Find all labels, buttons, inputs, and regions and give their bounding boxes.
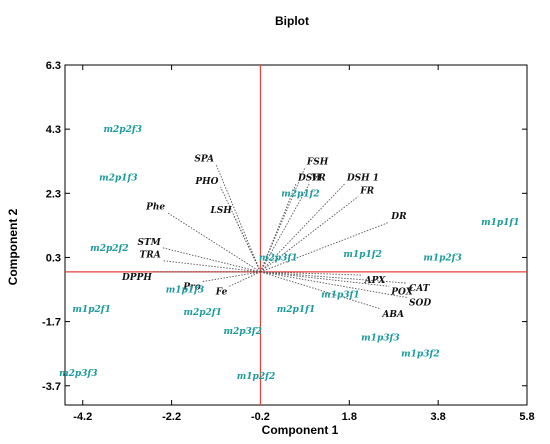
y-tick-label: 2.3 [46, 188, 61, 200]
y-tick-label: -3.7 [42, 381, 61, 393]
observation-label: m1p1f1 [481, 218, 519, 228]
observation-label: m1p1f2 [343, 250, 381, 260]
variable-label: Phe [145, 203, 165, 213]
observation-label: m2p2f3 [104, 125, 142, 135]
variable-label: STM [138, 238, 162, 248]
observation-label: m1p3f1 [321, 290, 359, 300]
x-axis-title: Component 1 [262, 423, 339, 437]
x-tick-label: -4.2 [73, 411, 92, 423]
observation-label: m2p2f1 [183, 308, 221, 318]
y-tick-label: -1.7 [42, 317, 61, 329]
variable-label: LSH [209, 206, 232, 216]
observation-label: m1p3f3 [361, 334, 399, 344]
variable-label: DPPH [121, 273, 152, 283]
chart-title: Biplot [275, 14, 309, 28]
y-axis-title: Component 2 [6, 208, 20, 285]
variable-label: Pro [182, 283, 201, 293]
vector-dsh-1 [260, 183, 346, 273]
vector-apx [260, 271, 363, 276]
variable-label: SPA [194, 154, 214, 164]
observation-label: m2p2f2 [90, 244, 128, 254]
observation-label: m1p3f2 [401, 350, 439, 360]
observation-label: m2p1f2 [281, 189, 319, 199]
variable-label: TRA [140, 251, 161, 261]
vector-fr [260, 196, 359, 273]
observation-label: m1p2f1 [72, 305, 110, 315]
y-tick-label: 0.3 [46, 252, 61, 264]
vector-lsh [233, 215, 261, 273]
observation-label: m1p1f3 [166, 286, 204, 296]
x-tick-label: 1.8 [342, 411, 357, 423]
x-tick-label: -0.2 [251, 411, 270, 423]
x-tick-label: -2.2 [162, 411, 181, 423]
plot-frame [64, 64, 528, 406]
vector-dr [260, 221, 390, 273]
vector-pro [202, 271, 261, 282]
vector-pho [220, 186, 261, 273]
vector-pox [260, 271, 390, 287]
vector-phe [166, 212, 261, 273]
vector-vr [260, 183, 310, 273]
variable-label: PHO [194, 177, 218, 187]
variable-label: Fe [215, 287, 228, 297]
plot-area: -4.2 -2.2 -0.2 1.8 3.8 5.8 6.3 4.3 2.3 0.3 -1.7 -3.… [42, 60, 535, 423]
variable-label: SOD [409, 299, 431, 309]
vector-cat [260, 271, 408, 284]
vector-stm [162, 247, 261, 273]
observation-label: m2p1f3 [99, 173, 137, 183]
variable-label: ABA [381, 310, 404, 320]
vector-spa [215, 164, 261, 273]
vector-dsh [260, 183, 297, 273]
x-tick-label: 3.8 [431, 411, 446, 423]
observation-label: m1p2f2 [237, 372, 275, 382]
observation-label: m2p3f3 [59, 369, 97, 379]
variable-label: DSH 1 [346, 174, 379, 184]
variable-label: POX [390, 287, 413, 297]
y-tick-label: 6.3 [46, 60, 61, 72]
y-tick-label: 4.3 [46, 124, 61, 136]
variable-label: FSH [306, 158, 329, 168]
vector-tra [162, 260, 261, 273]
observation-label: m1p2f3 [423, 253, 461, 263]
observation-label: m2p1f1 [277, 305, 315, 315]
variable-label: FR [359, 187, 374, 197]
observation-label: m2p3f1 [259, 253, 297, 263]
variable-label: CAT [409, 284, 431, 294]
variable-label: DSH [297, 174, 321, 184]
vector-sod [260, 271, 408, 298]
x-tick-label: 5.8 [519, 411, 534, 423]
variable-label: VR [311, 174, 326, 184]
variable-label: DR [390, 212, 407, 222]
observation-label: m2p3f2 [223, 327, 261, 337]
